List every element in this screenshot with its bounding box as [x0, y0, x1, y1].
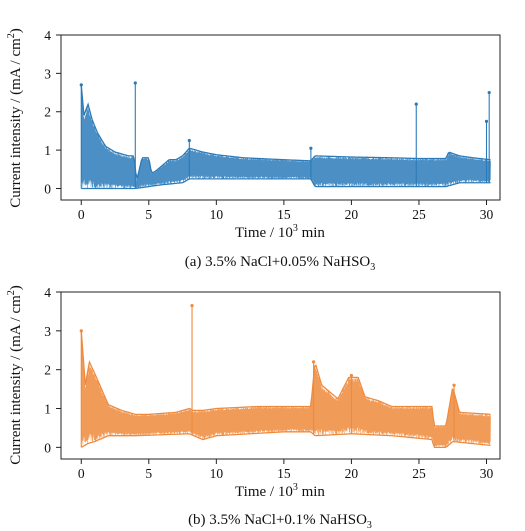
lower-envelope-a: [81, 178, 491, 190]
spike-point-b-3: [349, 373, 354, 378]
upper-envelope-b: [80, 330, 491, 427]
y-axis-label-b: Current intensity / (mA / cm2): [6, 285, 24, 465]
x-tick-label-a-4: 20: [345, 207, 359, 222]
x-tick-label-b-1: 5: [145, 466, 152, 481]
plot-frame-a: [60, 34, 501, 201]
y-tick-label-b-1: 1: [44, 402, 51, 417]
x-axis-label-a: Time / 103 min: [235, 223, 325, 241]
x-tick-label-a-6: 30: [480, 207, 494, 222]
x-tick-label-b-6: 30: [480, 466, 494, 481]
y-tick-label-b-3: 3: [44, 324, 51, 339]
spike-point-a-5: [484, 119, 489, 123]
ticks-b: 0 5 10 15 20 25 30 0 1 2 3 4: [44, 285, 493, 481]
caption-b: (b) 3.5% NaCl+0.1% NaHSO3: [188, 512, 372, 531]
y-tick-label-a-4: 4: [44, 28, 51, 43]
y-tick-label-b-0: 0: [44, 440, 51, 455]
x-tick-label-b-2: 10: [210, 466, 224, 481]
y-tick-label-a-1: 1: [44, 143, 51, 158]
spike-point-a-6: [487, 90, 491, 95]
y-tick-label-b-2: 2: [44, 363, 51, 378]
plot-frame-b: [60, 291, 501, 460]
spike-point-b-2: [311, 360, 316, 364]
x-tick-label-b-3: 15: [277, 466, 291, 481]
x-tick-label-a-2: 10: [210, 207, 224, 222]
x-tick-label-a-3: 15: [277, 207, 291, 222]
spike-point-a-4: [414, 102, 418, 106]
data-layer-b: [79, 303, 491, 448]
current-trace-a: [80, 84, 491, 189]
x-tick-label-b-4: 20: [345, 466, 359, 481]
caption-a: (a) 3.5% NaCl+0.05% NaHSO3: [185, 254, 376, 273]
y-tick-label-a-2: 2: [44, 105, 51, 120]
spike-point-b-0: [79, 329, 83, 333]
x-tick-label-a-0: 0: [78, 207, 85, 222]
ticks-a: 0 5 10 15 20 25 30 0 1 2 3 4: [44, 28, 493, 222]
x-axis-label-b: Time / 103 min: [235, 482, 325, 500]
x-tick-label-b-5: 25: [412, 466, 426, 481]
lower-envelope-b: [80, 431, 491, 448]
x-tick-label-a-1: 5: [145, 207, 152, 222]
spike-point-a-0: [79, 83, 83, 87]
upper-envelope-a: [80, 84, 491, 179]
spike-point-a-3: [309, 146, 313, 150]
y-tick-label-a-3: 3: [44, 66, 51, 81]
panel-a: 0 5 10 15 20 25 30 0 1 2 3 4 Time / 103 min Current…: [6, 28, 501, 273]
data-layer-a: [79, 81, 491, 190]
current-trace-b: [80, 330, 491, 448]
spike-point-b-1: [190, 303, 194, 308]
panel-b: 0 5 10 15 20 25 30 0 1 2 3 4 Time / 103 min Current…: [6, 285, 501, 531]
spike-point-b-4: [452, 383, 456, 387]
y-tick-label-a-0: 0: [44, 181, 51, 196]
x-tick-label-b-0: 0: [78, 466, 85, 481]
y-tick-label-b-4: 4: [44, 285, 51, 300]
spike-point-a-1: [133, 81, 137, 85]
y-axis-label-a: Current intensity / (mA / cm2): [6, 28, 24, 208]
x-tick-label-a-5: 25: [412, 207, 426, 222]
spike-point-a-2: [187, 138, 191, 143]
